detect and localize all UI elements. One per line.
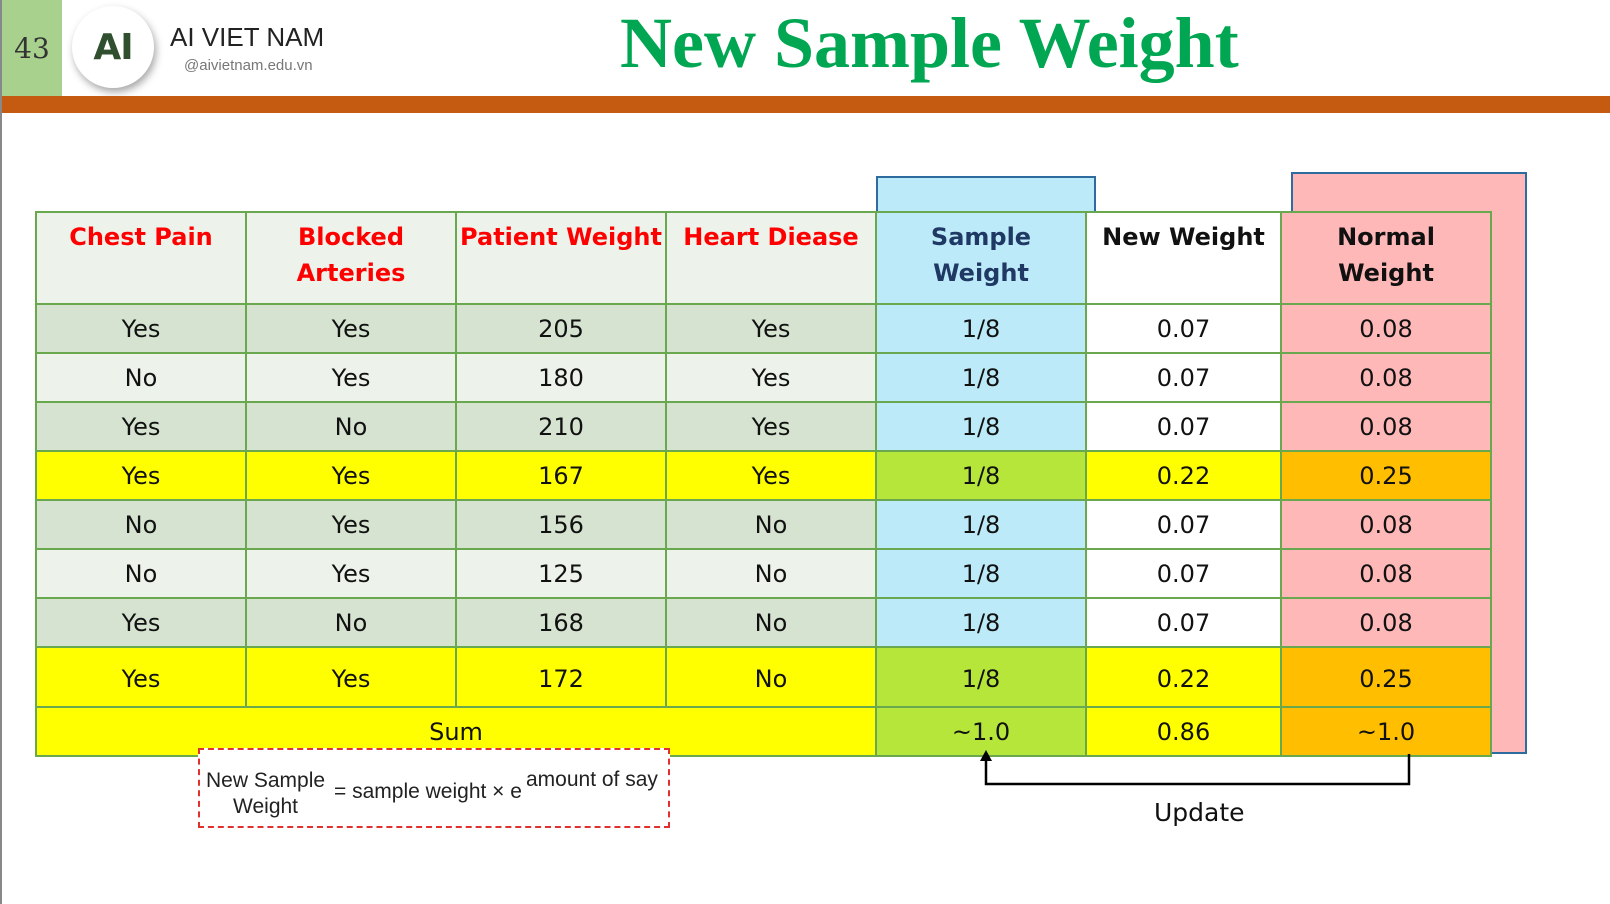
slide-title: New Sample Weight [620,3,1239,83]
cell-heart-disease: Yes [665,303,877,354]
cell-blocked-arteries: No [245,597,457,648]
cell-heart-disease: No [665,548,877,599]
cell-normal-weight: 0.25 [1280,646,1492,708]
update-arrow-icon [980,750,1411,786]
table-header-row: Chest Pain Blocked Arteries Patient Weigh… [35,211,1492,305]
cell-patient-weight: 210 [455,401,667,452]
cell-sample-weight: 1/8 [875,450,1087,501]
header-blocked-arteries: Blocked Arteries [245,211,457,305]
header-sample-weight: Sample Weight [875,211,1087,305]
cell-patient-weight: 172 [455,646,667,708]
cell-chest-pain: Yes [35,646,247,708]
cell-patient-weight: 205 [455,303,667,354]
cell-normal-weight: 0.08 [1280,352,1492,403]
table-row: Yes No 168 No 1/8 0.07 0.08 [35,597,1492,648]
cell-normal-weight: 0.08 [1280,597,1492,648]
cell-normal-weight: 0.08 [1280,499,1492,550]
header-accent-band [2,96,1610,113]
header-chest-pain: Chest Pain [35,211,247,305]
cell-normal-weight: 0.08 [1280,303,1492,354]
sum-new-weight: 0.86 [1085,706,1282,757]
table-row: No Yes 125 No 1/8 0.07 0.08 [35,548,1492,599]
header-normal-weight: Normal Weight [1280,211,1492,305]
formula-lhs: New Sample Weight [206,769,326,818]
cell-new-weight: 0.07 [1085,401,1282,452]
cell-sample-weight: 1/8 [875,597,1087,648]
cell-heart-disease: No [665,499,877,550]
cell-new-weight: 0.07 [1085,352,1282,403]
cell-patient-weight: 125 [455,548,667,599]
table-row-highlighted: Yes Yes 172 No 1/8 0.22 0.25 [35,646,1492,708]
table-row: Yes Yes 205 Yes 1/8 0.07 0.08 [35,303,1492,354]
header-patient-weight: Patient Weight [455,211,667,305]
cell-chest-pain: Yes [35,401,247,452]
table-row: Yes No 210 Yes 1/8 0.07 0.08 [35,401,1492,452]
cell-new-weight: 0.07 [1085,303,1282,354]
cell-patient-weight: 167 [455,450,667,501]
table-row-highlighted: Yes Yes 167 Yes 1/8 0.22 0.25 [35,450,1492,501]
cell-normal-weight: 0.25 [1280,450,1492,501]
brand-url: @aivietnam.edu.vn [184,57,313,74]
cell-new-weight: 0.07 [1085,548,1282,599]
cell-chest-pain: Yes [35,597,247,648]
cell-chest-pain: Yes [35,303,247,354]
sum-normal-weight: ~1.0 [1280,706,1492,757]
cell-normal-weight: 0.08 [1280,401,1492,452]
cell-patient-weight: 156 [455,499,667,550]
formula-exponent: amount of say [526,768,658,791]
cell-chest-pain: Yes [35,450,247,501]
cell-sample-weight: 1/8 [875,352,1087,403]
header-heart-disease: Heart Diease [665,211,877,305]
cell-patient-weight: 180 [455,352,667,403]
cell-sample-weight: 1/8 [875,499,1087,550]
cell-blocked-arteries: Yes [245,303,457,354]
cell-blocked-arteries: No [245,401,457,452]
cell-blocked-arteries: Yes [245,450,457,501]
cell-chest-pain: No [35,499,247,550]
cell-sample-weight: 1/8 [875,303,1087,354]
cell-heart-disease: Yes [665,352,877,403]
cell-patient-weight: 168 [455,597,667,648]
cell-sample-weight: 1/8 [875,548,1087,599]
page-number: 43 [2,0,62,96]
cell-heart-disease: Yes [665,401,877,452]
cell-blocked-arteries: Yes [245,352,457,403]
cell-normal-weight: 0.08 [1280,548,1492,599]
cell-blocked-arteries: Yes [245,646,457,708]
cell-new-weight: 0.07 [1085,597,1282,648]
brand-logo-text: AI [93,26,133,68]
formula-box: New Sample Weight = sample weight × e amo… [198,748,670,828]
cell-heart-disease: Yes [665,450,877,501]
cell-chest-pain: No [35,352,247,403]
cell-chest-pain: No [35,548,247,599]
brand-name: AI VIET NAM [170,22,325,52]
sum-sample-weight: ~1.0 [875,706,1087,757]
header-new-weight: New Weight [1085,211,1282,305]
table-row: No Yes 156 No 1/8 0.07 0.08 [35,499,1492,550]
cell-sample-weight: 1/8 [875,401,1087,452]
table-row: No Yes 180 Yes 1/8 0.07 0.08 [35,352,1492,403]
cell-new-weight: 0.22 [1085,450,1282,501]
slide-left-edge [0,0,2,904]
cell-new-weight: 0.07 [1085,499,1282,550]
cell-heart-disease: No [665,646,877,708]
formula-rhs: = sample weight × e [334,780,522,803]
cell-blocked-arteries: Yes [245,548,457,599]
cell-sample-weight: 1/8 [875,646,1087,708]
cell-blocked-arteries: Yes [245,499,457,550]
cell-new-weight: 0.22 [1085,646,1282,708]
update-label: Update [1154,798,1245,827]
weights-table: Chest Pain Blocked Arteries Patient Weigh… [35,211,1492,757]
brand-logo: AI [72,6,154,88]
cell-heart-disease: No [665,597,877,648]
